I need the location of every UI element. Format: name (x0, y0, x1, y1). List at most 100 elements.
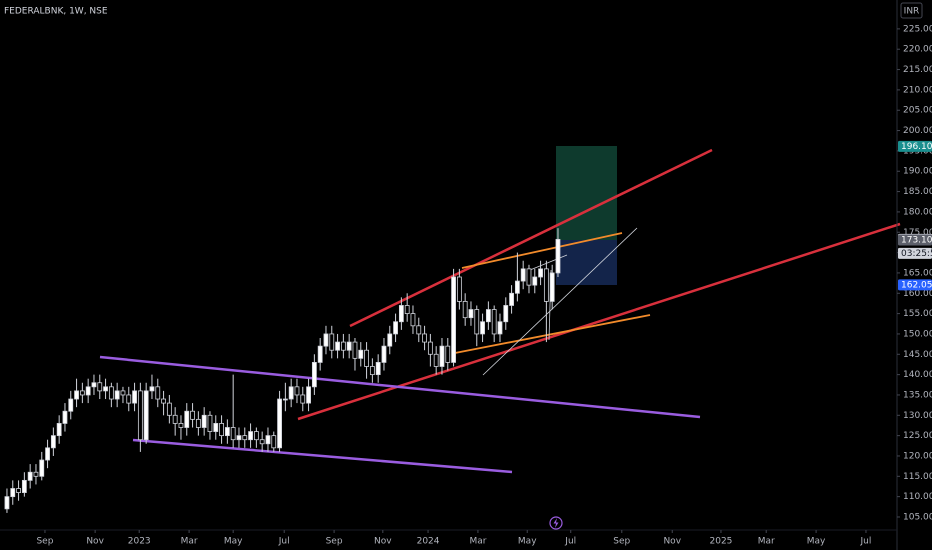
x-tick-label: May (518, 537, 537, 547)
candle-body (230, 427, 236, 441)
candle-body (195, 418, 201, 428)
candle-body (538, 268, 543, 278)
x-tick-label: Nov (663, 537, 681, 547)
candle-body (224, 427, 230, 437)
trend-line (461, 232, 623, 269)
candle-body (45, 447, 50, 461)
candle-body (259, 439, 265, 445)
target-zone (556, 146, 617, 240)
x-tick-label: Mar (758, 537, 775, 547)
candle-body (329, 333, 335, 351)
candle-body (503, 305, 509, 323)
candle-body (248, 431, 253, 441)
candle-body (103, 386, 108, 392)
candle-body (439, 345, 445, 367)
trend-line (454, 314, 651, 354)
candle-body (288, 386, 294, 400)
currency[interactable]: INR (904, 7, 920, 17)
x-tick-label: Sep (326, 537, 343, 547)
candle-body (108, 386, 114, 400)
candle-body (404, 305, 410, 315)
candle-body (491, 309, 497, 335)
candle-body (526, 268, 532, 286)
candle-body (27, 471, 33, 481)
y-tick-label: 215.00 (903, 65, 932, 75)
alert-icon[interactable] (549, 516, 563, 530)
price-label: 173.10 (901, 235, 932, 245)
x-tick-label: Jul (278, 537, 290, 547)
candle-body (172, 414, 178, 424)
candle-body (97, 382, 103, 392)
y-tick-label: 165.00 (903, 268, 932, 278)
candle-body (190, 410, 195, 420)
candle-body (485, 309, 491, 323)
candle-body (294, 386, 300, 396)
candle-body (271, 435, 277, 449)
y-tick-label: 105.00 (903, 512, 932, 522)
price-label-bg (898, 234, 932, 246)
candle-body (427, 341, 433, 355)
candle-body (387, 333, 393, 347)
candle-body (207, 414, 213, 432)
y-tick-label: 130.00 (903, 411, 932, 421)
candle-body (21, 479, 27, 493)
candle-body (433, 353, 439, 367)
candle-body (381, 345, 387, 363)
price-label: 03:25:51 (901, 249, 932, 259)
candle-body (143, 390, 149, 441)
candle-body (277, 398, 282, 449)
candle-body (253, 431, 259, 441)
y-tick-label: 180.00 (903, 207, 932, 217)
candle-body (265, 435, 271, 445)
candle-body (126, 394, 132, 404)
trend-line (482, 227, 638, 376)
x-tick-label: Sep (613, 537, 630, 547)
candle-body (114, 390, 120, 400)
candle-body (474, 309, 480, 335)
icon[interactable] (553, 518, 559, 528)
candle-body (219, 423, 224, 437)
y-tick-label: 150.00 (903, 329, 932, 339)
price-label-bg (898, 140, 932, 152)
y-tick-label: 225.00 (903, 24, 932, 34)
y-tick-label: 205.00 (903, 106, 932, 116)
candle-body (352, 341, 358, 359)
candle-body (398, 305, 404, 323)
candle-body (79, 390, 85, 396)
candle-body (300, 394, 306, 404)
y-tick-label: 160.00 (903, 289, 932, 299)
y-tick-label: 190.00 (903, 167, 932, 177)
candle-body (137, 390, 143, 441)
candle-body (74, 390, 79, 400)
x-tick-label: Mar (181, 537, 198, 547)
candle-body (445, 345, 451, 363)
x-tick-label: Jul (860, 537, 872, 547)
candle-body (311, 362, 317, 388)
candle-body (242, 435, 248, 441)
candle-body (149, 386, 155, 392)
candle-body (16, 488, 21, 493)
candle-body (62, 410, 68, 424)
candle-body (451, 276, 456, 363)
trend-line (99, 355, 701, 419)
candle-body (520, 268, 526, 282)
candle-body (422, 333, 427, 343)
x-tick-label: 2024 (417, 537, 440, 547)
candle-body (555, 238, 561, 274)
candle-body (236, 435, 242, 441)
candle-body (549, 272, 555, 302)
candle-body (335, 341, 340, 351)
y-tick-label: 200.00 (903, 126, 932, 136)
candle-body (468, 309, 474, 319)
icon[interactable] (549, 516, 563, 530)
candle-body (514, 280, 520, 294)
candle-body (340, 341, 346, 351)
candle-body (50, 435, 56, 449)
y-tick-label: 145.00 (903, 350, 932, 360)
candle-body (91, 382, 97, 388)
currency-box[interactable] (900, 2, 923, 19)
drawings (99, 146, 901, 474)
x-tick-label: Jul (564, 537, 576, 547)
